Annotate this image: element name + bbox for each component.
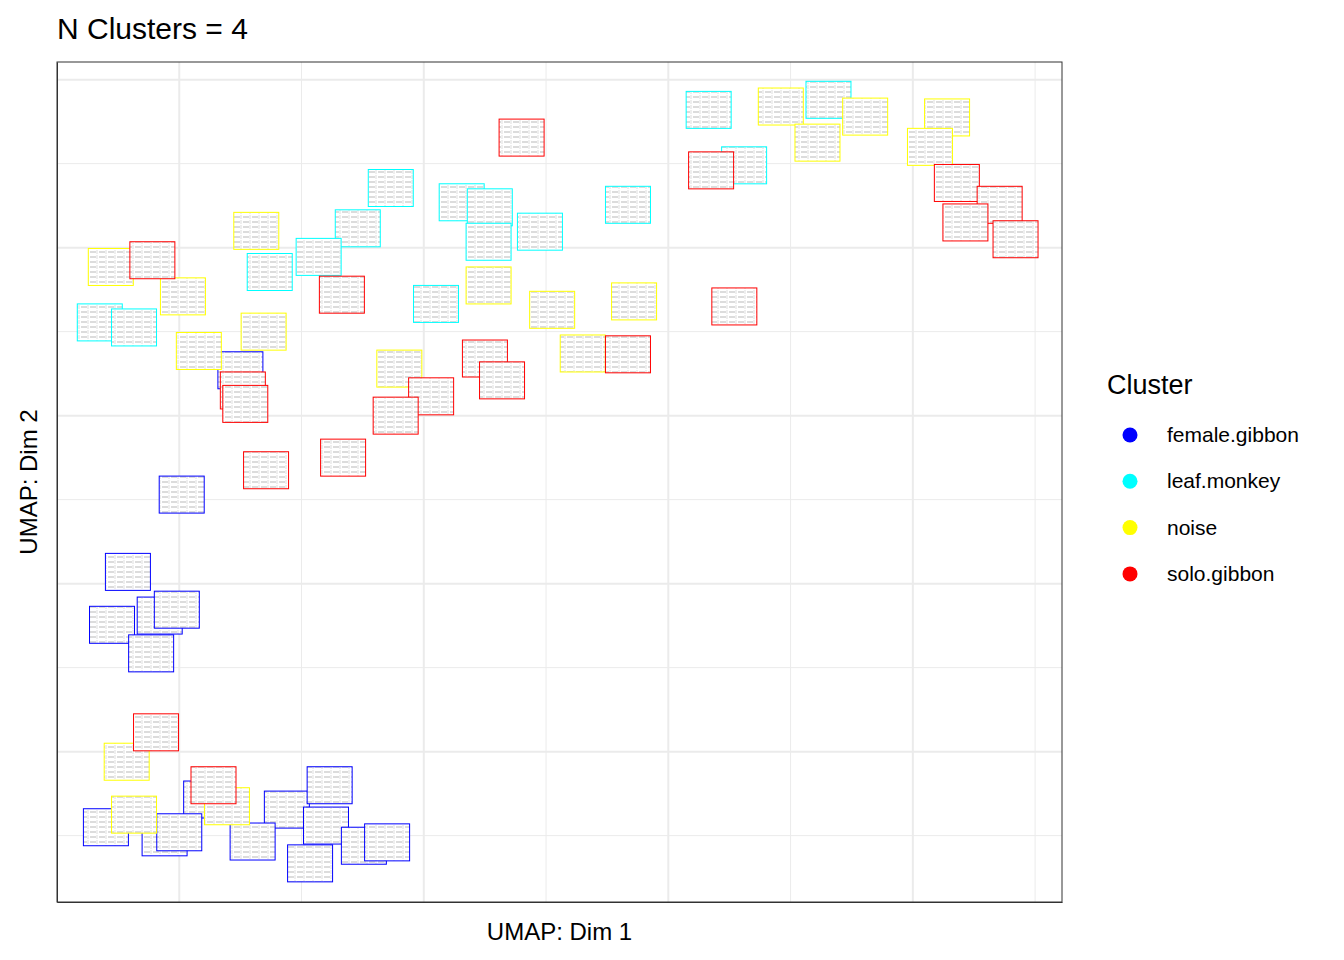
point — [466, 267, 511, 304]
legend-title: Cluster — [1107, 370, 1193, 400]
grid-line — [790, 62, 791, 902]
point — [686, 91, 731, 128]
series-0 — [83, 352, 409, 882]
point — [88, 248, 133, 285]
point — [244, 452, 289, 489]
point — [129, 635, 174, 672]
point — [134, 714, 179, 751]
point — [160, 278, 205, 315]
grid-line — [301, 62, 302, 902]
point — [943, 204, 988, 241]
plot-background — [57, 62, 1062, 902]
point — [223, 385, 268, 422]
series-3 — [130, 119, 1038, 804]
point — [712, 288, 757, 325]
grid-line — [57, 583, 1062, 585]
point — [112, 309, 157, 346]
point — [130, 242, 175, 279]
grid-line — [912, 62, 914, 902]
point — [993, 221, 1038, 258]
grid-line — [423, 62, 425, 902]
grid-line — [57, 79, 1062, 81]
point — [795, 124, 840, 161]
point — [758, 88, 803, 125]
point — [335, 210, 380, 247]
y-axis-title: UMAP: Dim 2 — [15, 409, 42, 554]
point — [296, 238, 341, 275]
legend-label: leaf.monkey — [1167, 469, 1281, 492]
point — [530, 291, 575, 328]
grid-line — [57, 667, 1062, 668]
point — [480, 362, 525, 399]
point — [365, 824, 410, 861]
point — [154, 591, 199, 628]
y-grid — [57, 80, 1062, 836]
point — [234, 212, 279, 249]
grid-line — [1035, 62, 1036, 902]
point — [373, 397, 418, 434]
point — [176, 332, 221, 369]
grid-line — [546, 62, 547, 902]
point — [843, 98, 888, 135]
point — [112, 796, 157, 833]
x-grid — [179, 62, 1035, 902]
legend-label: noise — [1167, 516, 1217, 539]
point — [605, 186, 650, 223]
point — [560, 335, 605, 372]
x-axis-title: UMAP: Dim 1 — [487, 918, 632, 945]
legend-key — [1123, 566, 1138, 581]
point — [288, 845, 333, 882]
point — [230, 823, 275, 860]
point — [414, 285, 459, 322]
grid-line — [667, 62, 669, 902]
grid-line — [57, 499, 1062, 500]
legend-key — [1123, 520, 1138, 535]
plot-frame — [57, 62, 1062, 902]
point — [517, 213, 562, 250]
points — [77, 81, 1038, 882]
legend: Cluster female.gibbon leaf.monkey noise solo… — [1107, 370, 1299, 585]
point — [907, 128, 952, 165]
point — [466, 223, 511, 260]
series-2 — [88, 88, 969, 833]
point — [247, 254, 292, 291]
point — [499, 119, 544, 156]
series-1 — [77, 81, 851, 346]
legend-key — [1123, 428, 1138, 443]
legend-key — [1123, 474, 1138, 489]
point — [605, 336, 650, 373]
point — [319, 276, 364, 313]
point — [368, 170, 413, 207]
point — [612, 283, 657, 320]
chart: N Clusters = 4 UMAP: Dim 1 UMAP: Dim 2 Clus… — [0, 0, 1344, 960]
point — [689, 152, 734, 189]
point — [321, 439, 366, 476]
point — [105, 553, 150, 590]
grid-line — [57, 415, 1062, 417]
point — [307, 767, 352, 804]
point — [467, 189, 512, 226]
point — [241, 313, 286, 350]
legend-label: solo.gibbon — [1167, 562, 1274, 585]
grid-line — [57, 751, 1062, 753]
point — [191, 767, 236, 804]
grid-line — [57, 835, 1062, 836]
legend-label: female.gibbon — [1167, 423, 1299, 446]
point — [90, 606, 135, 643]
point — [157, 814, 202, 851]
point — [159, 476, 204, 513]
title: N Clusters = 4 — [57, 12, 248, 45]
point — [934, 164, 979, 201]
